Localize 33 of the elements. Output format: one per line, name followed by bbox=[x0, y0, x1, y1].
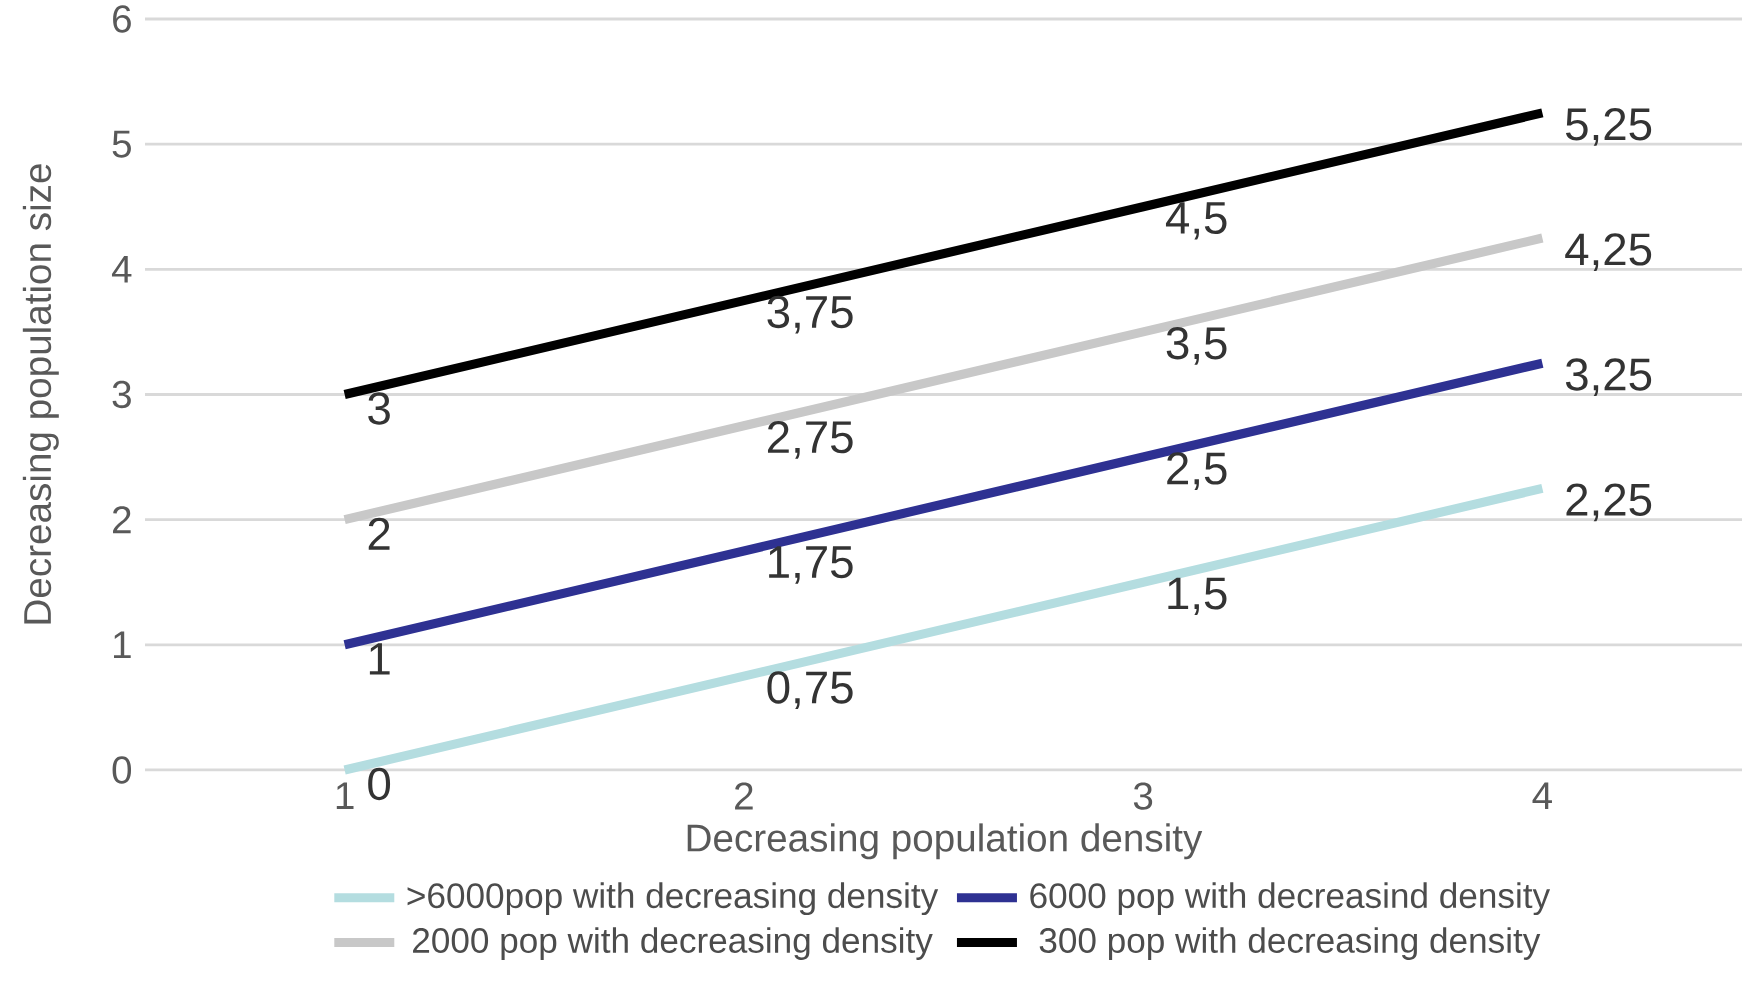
data-label: 1,5 bbox=[1168, 577, 1227, 615]
data-label: 2 bbox=[368, 517, 390, 550]
y-tick-label: 5 bbox=[112, 130, 131, 158]
data-label: 3,25 bbox=[1565, 358, 1652, 397]
data-label: 2,5 bbox=[1167, 452, 1227, 491]
x-tick-label: 3 bbox=[1133, 782, 1153, 810]
data-label: 2,25 bbox=[1566, 483, 1652, 522]
x-tick-label: 1 bbox=[336, 782, 354, 809]
legend-label: 2000 pop with decreasing density bbox=[413, 927, 933, 960]
data-label: 1,75 bbox=[769, 546, 853, 584]
data-label: 3,75 bbox=[767, 295, 853, 334]
y-tick-label: 6 bbox=[113, 5, 131, 33]
y-tick-label: 0 bbox=[112, 756, 132, 784]
data-label: 0 bbox=[368, 767, 391, 801]
y-tick-label: 2 bbox=[113, 506, 131, 534]
y-tick-label: 3 bbox=[112, 380, 131, 409]
legend-label: >6000pop with decreasing density bbox=[407, 882, 939, 916]
data-label: 3 bbox=[368, 392, 390, 425]
data-label: 2,75 bbox=[767, 420, 853, 459]
data-label: 4,25 bbox=[1565, 233, 1652, 271]
data-label: 4,5 bbox=[1165, 202, 1227, 240]
legend-label: 300 pop with decreasing density bbox=[1039, 927, 1541, 960]
y-axis-title: Decreasing population size bbox=[22, 164, 59, 624]
y-tick-label: 1 bbox=[114, 631, 131, 659]
x-tick-label: 2 bbox=[735, 782, 753, 810]
data-label: 3,5 bbox=[1166, 327, 1227, 365]
data-label: 0,75 bbox=[767, 671, 853, 710]
legend-label: 6000 pop with decreasind density bbox=[1030, 882, 1551, 916]
y-tick-label: 4 bbox=[111, 256, 132, 283]
x-axis-title: Decreasing population density bbox=[687, 823, 1203, 860]
data-label: 5,25 bbox=[1565, 108, 1652, 146]
x-tick-label: 4 bbox=[1532, 782, 1552, 809]
data-label: 1 bbox=[369, 643, 390, 675]
